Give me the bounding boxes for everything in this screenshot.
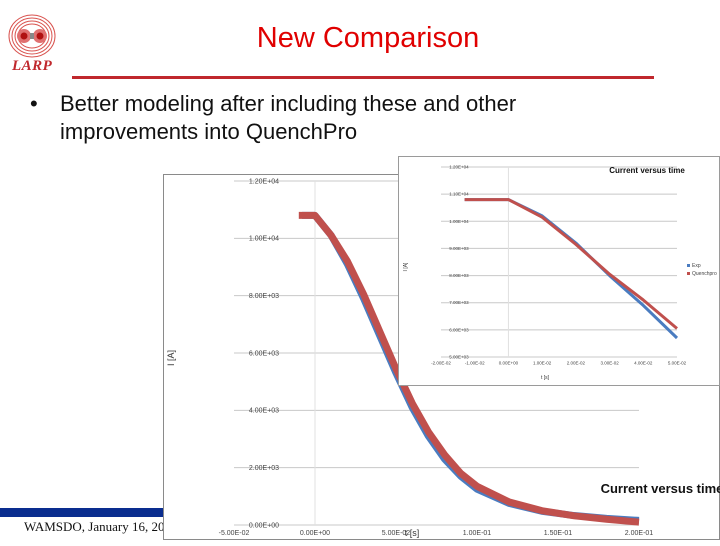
inset-chart-plot: 5.00E+03 6.00E+03 7.00E+03 8.00E+03 9.00E+03… [403,165,717,382]
y-tick-label: 2.00E+03 [249,465,279,472]
legend-quenchpro-label: Quenchpro [692,271,717,277]
y-tick-label: 8.00E+03 [449,273,469,278]
x-tick-label: 2.00E-01 [625,530,654,537]
legend-exp-marker [687,264,690,267]
x-axis-label: t [s] [405,528,420,538]
series-exp-line [464,198,679,340]
larp-logo [6,10,58,76]
x-tick-label: -1.00E-02 [465,361,485,366]
y-tick-label: 6.00E+03 [249,350,279,357]
series-quenchpro-line [464,198,678,330]
y-axis-label: I [A] [166,350,176,366]
x-tick-label: 4.00E-02 [634,361,653,366]
chart-title: Current versus time [601,481,720,496]
y-tick-label: 4.00E+03 [249,408,279,415]
magnet-cross-section-icon [8,14,56,58]
footer-text: WAMSDO, January 16, 2013 - CE [24,519,169,534]
y-tick-label: 1.10E+04 [449,192,469,197]
y-tick-label: 0.00E+00 [249,522,279,529]
inset-y-axis-label: I [A] [403,262,409,272]
inset-legend: Exp Quenchpro [687,263,717,277]
bullet-text: Better modeling after including these an… [60,91,517,144]
x-tick-label: 3.00E-02 [600,361,619,366]
y-tick-label: 1.00E+04 [249,236,279,243]
legend-exp-label: Exp [692,263,701,269]
x-tick-label: 1.00E-02 [533,361,552,366]
y-tick-label: 9.00E+03 [449,246,469,251]
logo-text: LARP [12,58,53,74]
x-tick-label: 1.00E-01 [463,530,492,537]
x-tick-label: -2.00E-02 [431,361,451,366]
inset-chart-title: Current versus time [609,166,685,175]
bullet-icon: • [30,91,38,116]
footer-band [0,508,170,517]
y-tick-label: 5.00E+03 [449,355,469,360]
y-tick-label: 1.20E+04 [449,165,469,170]
x-tick-label: 0.00E+00 [499,361,519,366]
x-tick-label: 5.00E-02 [382,530,411,537]
inset-x-axis-label: t [s] [541,375,550,381]
y-tick-label: 1.00E+04 [449,219,469,224]
series-quenchpro-line [298,211,640,526]
x-tick-label: 0.00E+00 [300,530,330,537]
x-tick-label: 5.00E-02 [668,361,687,366]
y-tick-label: 7.00E+03 [449,300,469,305]
y-tick-label: 8.00E+03 [249,293,279,300]
title-rule [72,76,654,79]
y-tick-label: 1.20E+04 [249,178,279,185]
x-tick-label: 2.00E-02 [567,361,586,366]
slide-title: New Comparison [256,22,480,54]
inset-chart: 5.00E+03 6.00E+03 7.00E+03 8.00E+03 9.00E+03… [398,156,720,386]
legend-quenchpro-marker [687,272,690,275]
y-tick-label: 6.00E+03 [449,327,469,332]
x-tick-label: -5.00E-02 [219,530,250,537]
x-tick-label: 1.50E-01 [544,530,573,537]
